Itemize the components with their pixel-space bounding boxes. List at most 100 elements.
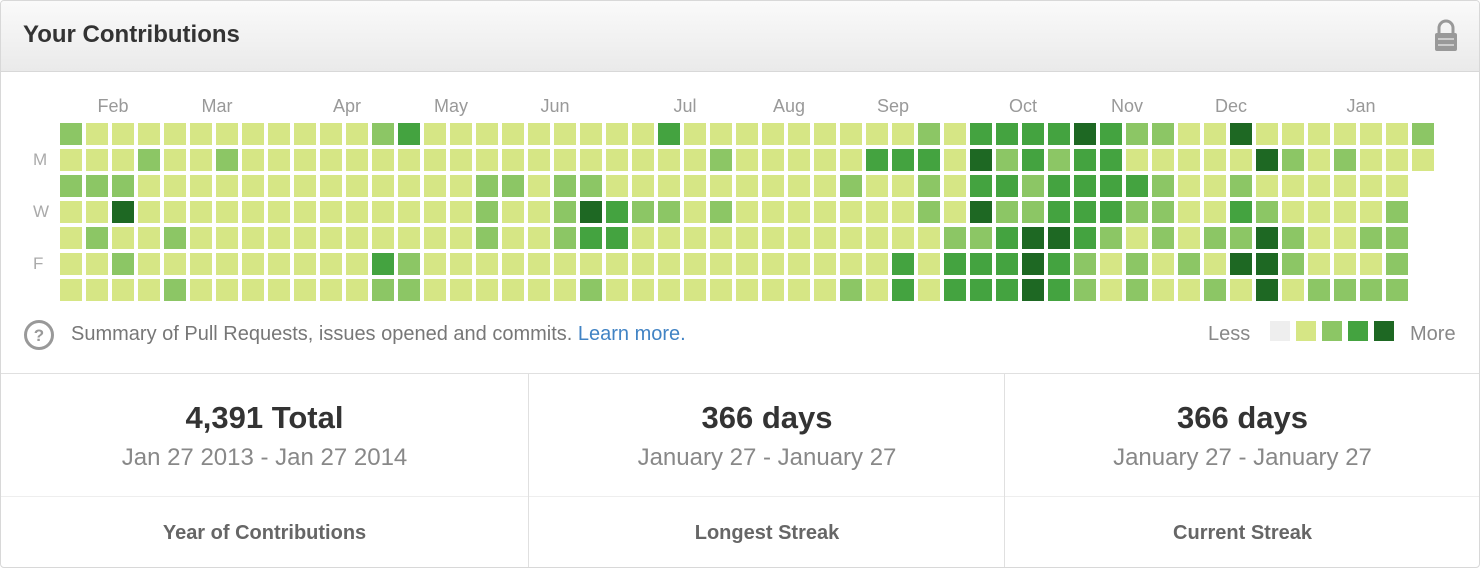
day-cell[interactable] <box>1204 279 1226 301</box>
day-cell[interactable] <box>658 279 680 301</box>
day-cell[interactable] <box>1022 149 1044 171</box>
day-cell[interactable] <box>1386 227 1408 249</box>
day-cell[interactable] <box>1048 175 1070 197</box>
day-cell[interactable] <box>398 253 420 275</box>
day-cell[interactable] <box>1152 123 1174 145</box>
day-cell[interactable] <box>840 279 862 301</box>
day-cell[interactable] <box>528 253 550 275</box>
day-cell[interactable] <box>840 201 862 223</box>
day-cell[interactable] <box>450 175 472 197</box>
day-cell[interactable] <box>1230 279 1252 301</box>
day-cell[interactable] <box>1360 175 1382 197</box>
day-cell[interactable] <box>1100 201 1122 223</box>
day-cell[interactable] <box>1152 149 1174 171</box>
day-cell[interactable] <box>1412 149 1434 171</box>
day-cell[interactable] <box>1100 175 1122 197</box>
day-cell[interactable] <box>1256 123 1278 145</box>
day-cell[interactable] <box>346 149 368 171</box>
day-cell[interactable] <box>736 227 758 249</box>
day-cell[interactable] <box>996 175 1018 197</box>
day-cell[interactable] <box>60 253 82 275</box>
day-cell[interactable] <box>580 149 602 171</box>
day-cell[interactable] <box>1230 227 1252 249</box>
day-cell[interactable] <box>762 149 784 171</box>
day-cell[interactable] <box>1282 175 1304 197</box>
day-cell[interactable] <box>216 175 238 197</box>
day-cell[interactable] <box>398 279 420 301</box>
day-cell[interactable] <box>424 279 446 301</box>
day-cell[interactable] <box>1126 227 1148 249</box>
day-cell[interactable] <box>1178 227 1200 249</box>
day-cell[interactable] <box>268 175 290 197</box>
day-cell[interactable] <box>1360 227 1382 249</box>
day-cell[interactable] <box>1360 201 1382 223</box>
day-cell[interactable] <box>320 227 342 249</box>
day-cell[interactable] <box>554 253 576 275</box>
day-cell[interactable] <box>970 227 992 249</box>
day-cell[interactable] <box>372 123 394 145</box>
day-cell[interactable] <box>268 123 290 145</box>
day-cell[interactable] <box>1152 201 1174 223</box>
day-cell[interactable] <box>476 227 498 249</box>
day-cell[interactable] <box>892 175 914 197</box>
day-cell[interactable] <box>1360 123 1382 145</box>
day-cell[interactable] <box>658 227 680 249</box>
day-cell[interactable] <box>736 201 758 223</box>
day-cell[interactable] <box>112 279 134 301</box>
day-cell[interactable] <box>892 253 914 275</box>
day-cell[interactable] <box>762 123 784 145</box>
day-cell[interactable] <box>814 279 836 301</box>
day-cell[interactable] <box>190 175 212 197</box>
day-cell[interactable] <box>1204 175 1226 197</box>
day-cell[interactable] <box>190 227 212 249</box>
day-cell[interactable] <box>1126 149 1148 171</box>
day-cell[interactable] <box>554 175 576 197</box>
day-cell[interactable] <box>996 279 1018 301</box>
day-cell[interactable] <box>164 149 186 171</box>
day-cell[interactable] <box>684 201 706 223</box>
day-cell[interactable] <box>502 175 524 197</box>
day-cell[interactable] <box>476 149 498 171</box>
day-cell[interactable] <box>866 175 888 197</box>
day-cell[interactable] <box>138 227 160 249</box>
day-cell[interactable] <box>1230 253 1252 275</box>
day-cell[interactable] <box>1048 279 1070 301</box>
day-cell[interactable] <box>190 123 212 145</box>
day-cell[interactable] <box>1178 123 1200 145</box>
day-cell[interactable] <box>320 253 342 275</box>
day-cell[interactable] <box>944 201 966 223</box>
day-cell[interactable] <box>606 149 628 171</box>
day-cell[interactable] <box>268 201 290 223</box>
day-cell[interactable] <box>398 175 420 197</box>
day-cell[interactable] <box>788 201 810 223</box>
day-cell[interactable] <box>1204 227 1226 249</box>
day-cell[interactable] <box>1178 279 1200 301</box>
day-cell[interactable] <box>476 253 498 275</box>
day-cell[interactable] <box>424 253 446 275</box>
day-cell[interactable] <box>788 123 810 145</box>
day-cell[interactable] <box>268 227 290 249</box>
day-cell[interactable] <box>1282 201 1304 223</box>
day-cell[interactable] <box>242 201 264 223</box>
day-cell[interactable] <box>554 201 576 223</box>
day-cell[interactable] <box>814 149 836 171</box>
day-cell[interactable] <box>1074 201 1096 223</box>
help-icon[interactable]: ? <box>23 319 55 351</box>
day-cell[interactable] <box>398 149 420 171</box>
day-cell[interactable] <box>814 227 836 249</box>
day-cell[interactable] <box>684 279 706 301</box>
day-cell[interactable] <box>996 227 1018 249</box>
day-cell[interactable] <box>1308 227 1330 249</box>
day-cell[interactable] <box>190 279 212 301</box>
day-cell[interactable] <box>398 201 420 223</box>
day-cell[interactable] <box>710 279 732 301</box>
day-cell[interactable] <box>1126 279 1148 301</box>
day-cell[interactable] <box>268 279 290 301</box>
day-cell[interactable] <box>762 201 784 223</box>
day-cell[interactable] <box>424 175 446 197</box>
day-cell[interactable] <box>112 201 134 223</box>
day-cell[interactable] <box>632 227 654 249</box>
day-cell[interactable] <box>918 253 940 275</box>
day-cell[interactable] <box>684 123 706 145</box>
day-cell[interactable] <box>164 123 186 145</box>
